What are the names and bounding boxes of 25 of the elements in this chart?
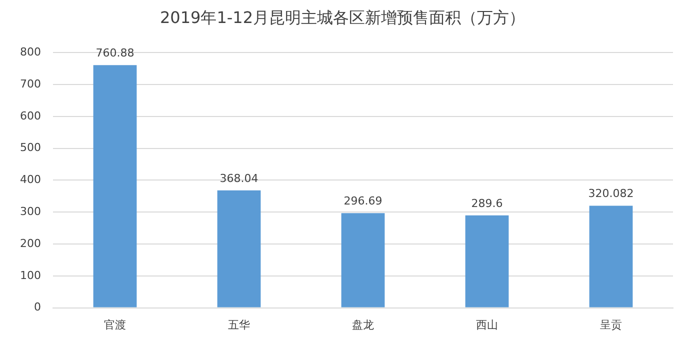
data-label: 320.082 <box>588 187 634 200</box>
bar <box>217 190 261 308</box>
y-tick-label: 100 <box>20 268 41 282</box>
y-tick-label: 700 <box>20 77 41 90</box>
bar <box>589 206 633 308</box>
y-tick-label: 0 <box>34 300 41 314</box>
bar <box>341 213 385 308</box>
chart-title: 2019年1-12月昆明主城各区新增预售面积（万方） <box>158 8 526 29</box>
bar <box>465 215 509 308</box>
data-label: 368.04 <box>220 172 258 185</box>
y-tick-label: 400 <box>20 173 41 186</box>
y-tick-label: 800 <box>20 45 41 58</box>
y-tick-label: 600 <box>20 109 41 122</box>
data-label: 296.69 <box>344 194 382 208</box>
x-tick-label: 五华 <box>228 318 250 332</box>
y-tick-label: 500 <box>20 141 41 154</box>
bar <box>93 65 137 308</box>
data-label: 760.88 <box>96 46 134 60</box>
y-tick-label: 300 <box>20 204 41 218</box>
y-tick-label: 200 <box>20 236 41 250</box>
x-tick-label: 盘龙 <box>352 318 374 332</box>
x-tick-label: 西山 <box>476 318 498 332</box>
data-label: 289.6 <box>471 196 503 210</box>
x-tick-label: 官渡 <box>104 318 126 332</box>
x-tick-label: 呈贡 <box>600 318 622 332</box>
